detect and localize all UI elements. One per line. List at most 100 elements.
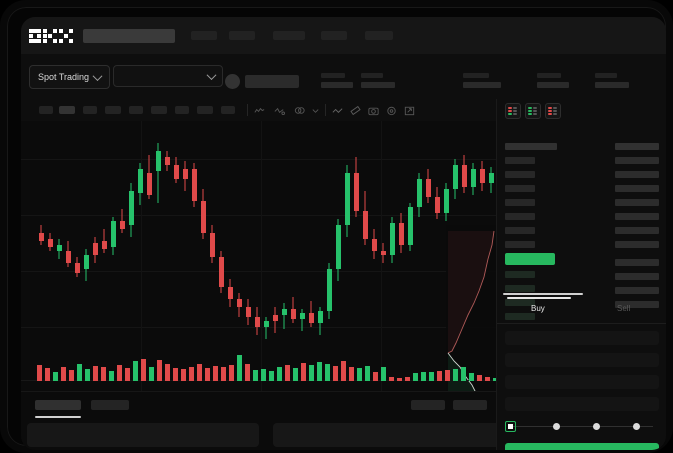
candle-body xyxy=(479,169,485,183)
orderbook-row-12[interactable] xyxy=(505,313,535,320)
nav-item-5[interactable] xyxy=(365,31,393,40)
volume-bar-15 xyxy=(149,367,154,381)
timeframe-button-9[interactable] xyxy=(221,106,235,114)
candle-19 xyxy=(200,189,206,239)
market-depth-overlay xyxy=(446,225,496,391)
line-tool-icon[interactable] xyxy=(331,104,344,117)
orderbook-row-3[interactable] xyxy=(505,171,535,178)
timeframe-button-1[interactable] xyxy=(39,106,53,114)
timeframe-button-5[interactable] xyxy=(129,106,143,114)
candle-8 xyxy=(101,229,107,253)
orderbook-row-22[interactable] xyxy=(615,273,659,280)
nav-item-1[interactable] xyxy=(191,31,217,40)
grid-line xyxy=(381,121,382,391)
order-extra-field[interactable] xyxy=(505,397,659,411)
search-input[interactable] xyxy=(83,29,175,43)
bottom-panel-right[interactable] xyxy=(273,423,501,447)
order-amount-field[interactable] xyxy=(505,353,659,367)
bottom-tab-filter[interactable] xyxy=(411,400,445,410)
indicators-icon[interactable] xyxy=(273,104,286,117)
okx-logo[interactable] xyxy=(29,29,73,43)
orderbook-row-14[interactable] xyxy=(615,157,659,164)
timeframe-button-2[interactable] xyxy=(59,106,75,114)
current-price-row[interactable] xyxy=(505,253,555,265)
stat-5-value xyxy=(595,82,629,88)
trading-pair-selector[interactable] xyxy=(113,65,223,87)
orderbook-row-8[interactable] xyxy=(505,241,535,248)
order-price-field[interactable] xyxy=(505,331,659,345)
orderbook-row-6[interactable] xyxy=(505,213,535,220)
compare-icon[interactable] xyxy=(293,104,306,117)
orders-tab-bar xyxy=(21,391,496,420)
candle-14 xyxy=(155,143,161,203)
nav-item-2[interactable] xyxy=(229,31,255,40)
bottom-tab-open-orders[interactable] xyxy=(35,400,81,410)
candle-body xyxy=(299,313,305,319)
orderbook-row-24[interactable] xyxy=(615,301,659,308)
orderbook-row-16[interactable] xyxy=(615,185,659,192)
orderbook-row-17[interactable] xyxy=(615,199,659,206)
tab-buy[interactable]: Buy xyxy=(531,304,545,313)
order-steps xyxy=(505,421,659,433)
mode-bar xyxy=(508,110,512,112)
fullscreen-icon[interactable] xyxy=(403,104,416,117)
volume-bar-53 xyxy=(453,369,458,381)
candle-40 xyxy=(389,217,395,263)
orderbook-row-23[interactable] xyxy=(615,287,659,294)
orderbook-row-18[interactable] xyxy=(615,213,659,220)
orderbook-row-1[interactable] xyxy=(505,143,557,150)
candle-body xyxy=(416,179,422,207)
camera-icon[interactable] xyxy=(367,104,380,117)
candle-46 xyxy=(443,183,449,221)
bottom-tab-order-history[interactable] xyxy=(91,400,129,410)
spot-trading-dropdown[interactable]: Spot Trading xyxy=(29,65,111,89)
timeframe-button-4[interactable] xyxy=(105,106,121,114)
orderbook-row-7[interactable] xyxy=(505,227,535,234)
bottom-panel-left[interactable] xyxy=(27,423,259,447)
orderbook-row-15[interactable] xyxy=(615,171,659,178)
ruler-icon[interactable] xyxy=(349,104,362,117)
grid-line xyxy=(21,327,496,328)
orderbook-row-4[interactable] xyxy=(505,185,535,192)
chevron-down-icon[interactable] xyxy=(311,104,320,117)
candle-body xyxy=(326,269,332,311)
candle-body xyxy=(146,173,152,195)
orderbook-row-13[interactable] xyxy=(615,143,659,150)
candle-body xyxy=(488,173,494,183)
orderbook-row-10[interactable] xyxy=(505,285,535,292)
orderbook-mode-bids-icon[interactable] xyxy=(525,103,541,119)
step-active-indicator[interactable] xyxy=(505,421,516,432)
orderbook-row-21[interactable] xyxy=(615,259,659,266)
nav-item-4[interactable] xyxy=(321,31,347,40)
orderbook-mode-asks-icon[interactable] xyxy=(545,103,561,119)
submit-order-button[interactable] xyxy=(505,443,659,450)
orderbook-row-2[interactable] xyxy=(505,157,535,164)
tab-sell[interactable]: Sell xyxy=(617,304,631,313)
step-dot-4[interactable] xyxy=(633,423,640,430)
step-dot-3[interactable] xyxy=(593,423,600,430)
nav-item-3[interactable] xyxy=(273,31,305,40)
step-dot-2[interactable] xyxy=(553,423,560,430)
volume-bar-37 xyxy=(325,364,330,381)
orderbook-row-20[interactable] xyxy=(615,241,659,248)
volume-bar-7 xyxy=(85,369,90,381)
orderbook-scrollbar[interactable] xyxy=(503,293,583,295)
timeframe-button-6[interactable] xyxy=(151,106,167,114)
orderbook-row-9[interactable] xyxy=(505,271,535,278)
order-total-field[interactable] xyxy=(505,375,659,389)
candlestick-type-icon[interactable] xyxy=(253,104,266,117)
settings-gear-icon[interactable] xyxy=(385,104,398,117)
stat-2-value xyxy=(361,82,395,88)
candle-body xyxy=(452,165,458,189)
timeframe-button-3[interactable] xyxy=(83,106,97,114)
orderbook-mode-both-icon[interactable] xyxy=(505,103,521,119)
orderbook-row-11[interactable] xyxy=(505,299,535,306)
timeframe-button-8[interactable] xyxy=(197,106,213,114)
order-book[interactable] xyxy=(497,121,666,320)
bottom-tab-settings[interactable] xyxy=(453,400,487,410)
price-chart[interactable] xyxy=(21,121,496,391)
timeframe-button-7[interactable] xyxy=(175,106,189,114)
candle-body xyxy=(461,165,467,187)
orderbook-row-19[interactable] xyxy=(615,227,659,234)
orderbook-row-5[interactable] xyxy=(505,199,535,206)
